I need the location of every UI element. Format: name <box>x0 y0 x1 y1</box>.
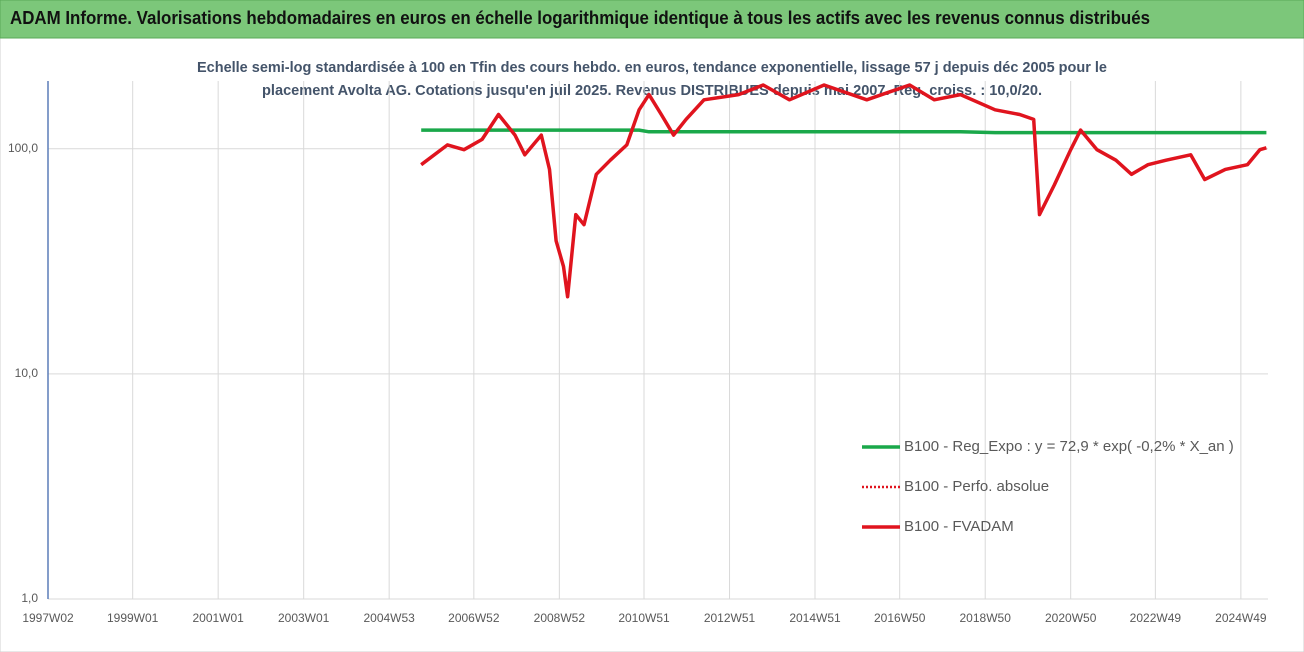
x-tick-label: 2022W49 <box>1130 611 1182 625</box>
x-tick-label: 2016W50 <box>874 611 926 625</box>
chart-title: ADAM Informe. Valorisations hebdomadaire… <box>10 8 1150 28</box>
legend-label: B100 - Perfo. absolue <box>904 478 1049 495</box>
x-tick-label: 2020W50 <box>1045 611 1097 625</box>
y-tick-label: 10,0 <box>15 366 39 380</box>
legend-label: B100 - FVADAM <box>904 518 1014 535</box>
legend-label: B100 - Reg_Expo : y = 72,9 * exp( -0,2% … <box>904 438 1234 455</box>
series-line <box>420 83 1267 299</box>
y-tick-label: 1,0 <box>21 591 38 605</box>
x-tick-label: 2004W53 <box>363 611 415 625</box>
series-line <box>421 128 1267 135</box>
title-banner <box>0 0 1304 39</box>
x-tick-label: 2010W51 <box>618 611 670 625</box>
x-tick-label: 1997W02 <box>22 611 74 625</box>
x-tick-label: 2006W52 <box>448 611 500 625</box>
subtitle: Echelle semi-log standardisée à 100 en T… <box>197 59 1107 76</box>
x-tick-label: 2014W51 <box>789 611 841 625</box>
x-tick-label: 2003W01 <box>278 611 330 625</box>
y-tick-label: 100,0 <box>8 141 38 155</box>
x-tick-label: 1999W01 <box>107 611 159 625</box>
x-tick-label: 2024W49 <box>1215 611 1267 625</box>
x-tick-label: 2012W51 <box>704 611 756 625</box>
x-tick-label: 2001W01 <box>192 611 244 625</box>
x-tick-label: 2008W52 <box>534 611 586 625</box>
x-tick-label: 2018W50 <box>960 611 1012 625</box>
